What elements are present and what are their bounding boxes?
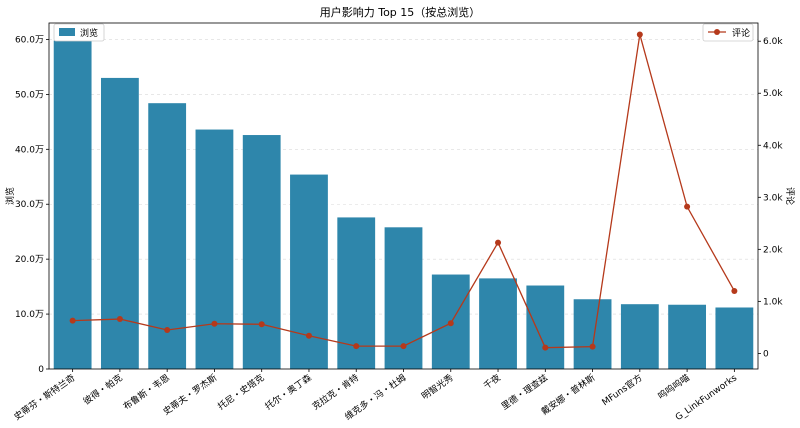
x-tick-label-13: 呜呜呜喵 (655, 372, 691, 402)
y-right-tick-label-0: 0 (763, 349, 769, 359)
comment-point-6 (353, 343, 360, 350)
bar-5 (290, 174, 328, 369)
y-left-tick-label-3: 30.0万 (15, 200, 44, 210)
comment-point-14 (731, 287, 738, 294)
y-left-tick-label-1: 10.0万 (15, 310, 44, 320)
bar-9 (479, 278, 517, 369)
legend-line-marker (714, 29, 720, 35)
y-left-tick-label-6: 60.0万 (15, 35, 44, 45)
legend-line: 评论 (702, 23, 754, 42)
y-axis-left-title: 浏览 (4, 187, 16, 205)
legend-bars-label: 浏览 (80, 27, 98, 39)
y-left-tick-label-5: 50.0万 (15, 90, 44, 100)
chart-title: 用户影响力 Top 15（按总浏览） (320, 5, 481, 19)
line-layer (69, 31, 738, 351)
x-tick-label-0: 史蒂芬・斯特兰奇 (11, 372, 77, 423)
x-tick-label-6: 克拉克・肯特 (310, 372, 361, 413)
y-right-tick-label-4: 4.0k (763, 141, 783, 151)
x-tick-label-12: MFuns官方 (600, 372, 645, 409)
x-tick-label-4: 托尼・史塔克 (215, 372, 266, 413)
y-right-tick-label-1: 1.0k (763, 297, 783, 307)
y-axis-right-title: 评论 (784, 187, 796, 205)
comment-point-9 (495, 239, 502, 246)
bar-0 (53, 40, 92, 369)
comment-point-0 (69, 317, 76, 324)
comment-point-8 (447, 320, 454, 327)
legend-line-label: 评论 (732, 27, 750, 39)
y-left-tick-label-2: 20.0万 (15, 255, 44, 265)
bar-12 (620, 304, 659, 369)
x-tick-label-10: 里德・理查兹 (499, 372, 550, 413)
comment-point-5 (305, 332, 312, 339)
y-left-tick-label-0: 0 (38, 365, 44, 375)
bar-4 (242, 135, 281, 369)
y-left-tick-label-4: 40.0万 (15, 145, 44, 155)
x-tick-label-9: 千夜 (481, 372, 503, 392)
y-right-tick-label-6: 6.0k (763, 37, 783, 47)
legend-bars-swatch (59, 28, 75, 36)
comment-point-11 (589, 343, 596, 350)
bar-10 (526, 285, 565, 369)
legend-line-box (702, 23, 754, 42)
bar-14 (715, 307, 754, 369)
comment-point-7 (400, 343, 407, 350)
bar-2 (148, 103, 187, 369)
comment-point-1 (116, 316, 123, 323)
bar-13 (668, 304, 707, 369)
y-right-tick-label-5: 5.0k (763, 89, 783, 99)
y-right-tick-label-2: 2.0k (763, 245, 783, 255)
comment-point-10 (542, 344, 549, 351)
comment-point-13 (684, 203, 691, 210)
comment-point-12 (636, 31, 643, 38)
bars-layer (53, 40, 754, 370)
x-tick-label-5: 托尔・奥丁森 (263, 372, 314, 413)
x-tick-label-2: 布鲁斯・韦恩 (121, 372, 172, 413)
bar-3 (195, 129, 234, 369)
bar-1 (100, 77, 139, 370)
x-tick-label-1: 彼得・帕克 (81, 372, 125, 408)
x-tick-label-8: 明智光秀 (419, 372, 455, 402)
comment-point-2 (164, 326, 171, 333)
comment-point-3 (211, 320, 218, 327)
y-right-tick-label-3: 3.0k (763, 193, 783, 203)
comment-point-4 (258, 321, 265, 328)
legend-bars: 浏览 (53, 23, 105, 42)
bar-11 (573, 299, 612, 369)
